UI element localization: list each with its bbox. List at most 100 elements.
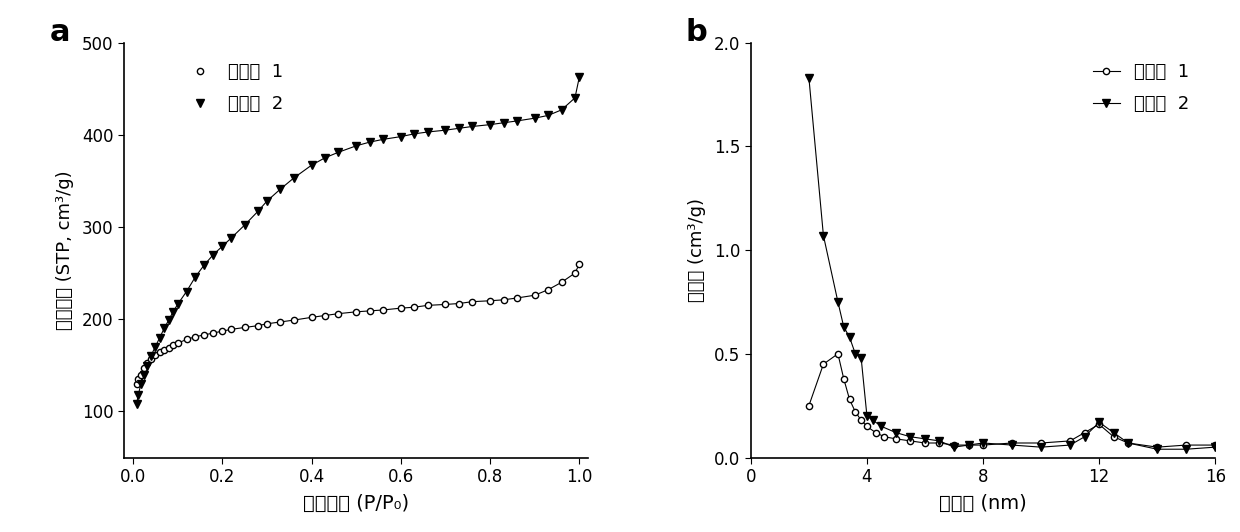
实施例  1 xyxy=(451,301,466,307)
Line: 实施例  1: 实施例 1 xyxy=(806,351,1219,450)
实施例  2 xyxy=(1091,419,1106,426)
Line: 实施例  2: 实施例 2 xyxy=(133,73,583,408)
实施例  2 xyxy=(836,323,851,330)
实施例  2 xyxy=(482,121,497,128)
X-axis label: 孔尺寸 (nm): 孔尺寸 (nm) xyxy=(939,494,1027,513)
实施例  2 xyxy=(801,74,816,81)
实施例  1 xyxy=(946,442,961,448)
实施例  1 xyxy=(215,328,229,335)
实施例  2 xyxy=(420,129,435,135)
实施例  2 xyxy=(1149,446,1164,452)
实施例  1 xyxy=(801,402,816,409)
Y-axis label: 吸附体积 (STP, cm³/g): 吸附体积 (STP, cm³/g) xyxy=(56,170,73,330)
实施例  1 xyxy=(842,396,857,403)
实施例  2 xyxy=(206,252,221,258)
实施例  2 xyxy=(161,317,176,323)
实施例  1 xyxy=(510,295,525,301)
实施例  2 xyxy=(1179,446,1194,452)
实施例  1 xyxy=(496,297,511,303)
实施例  2 xyxy=(148,344,162,350)
实施例  1 xyxy=(148,352,162,359)
实施例  1 xyxy=(889,436,904,442)
实施例  2 xyxy=(1078,434,1092,440)
实施例  1 xyxy=(859,423,874,430)
实施例  2 xyxy=(362,139,377,145)
实施例  1 xyxy=(868,429,883,436)
实施例  1 xyxy=(140,359,155,365)
实施例  1 xyxy=(1106,434,1121,440)
实施例  1 xyxy=(482,297,497,304)
实施例  2 xyxy=(134,380,149,387)
实施例  2 xyxy=(317,155,332,161)
实施例  1 xyxy=(961,442,976,448)
实施例  2 xyxy=(393,134,408,140)
实施例  1 xyxy=(903,438,918,444)
实施例  1 xyxy=(223,326,238,332)
实施例  1 xyxy=(976,442,991,448)
实施例  2 xyxy=(976,440,991,446)
实施例  2 xyxy=(223,235,238,241)
实施例  2 xyxy=(348,143,363,149)
实施例  1 xyxy=(527,292,542,298)
实施例  1 xyxy=(1091,421,1106,428)
实施例  1 xyxy=(1149,444,1164,450)
实施例  1 xyxy=(1121,440,1136,446)
实施例  1 xyxy=(918,440,932,446)
实施例  2 xyxy=(451,125,466,131)
实施例  1 xyxy=(836,376,851,382)
实施例  1 xyxy=(853,417,868,423)
实施例  2 xyxy=(874,423,889,430)
实施例  2 xyxy=(859,413,874,419)
实施例  1 xyxy=(1004,440,1019,446)
实施例  2 xyxy=(554,107,569,113)
实施例  2 xyxy=(376,136,391,143)
实施例  1 xyxy=(877,434,892,440)
实施例  1 xyxy=(1063,438,1078,444)
实施例  1 xyxy=(188,334,203,340)
Legend: 实施例  1, 实施例  2: 实施例 1, 实施例 2 xyxy=(1086,56,1197,121)
Text: a: a xyxy=(50,18,71,47)
Line: 实施例  1: 实施例 1 xyxy=(134,261,583,387)
实施例  2 xyxy=(866,417,880,423)
实施例  2 xyxy=(842,334,857,340)
实施例  1 xyxy=(134,371,149,378)
实施例  1 xyxy=(362,307,377,314)
实施例  1 xyxy=(1208,442,1223,448)
实施例  1 xyxy=(848,409,863,415)
实施例  1 xyxy=(438,301,453,307)
实施例  2 xyxy=(179,288,193,295)
实施例  2 xyxy=(286,175,301,181)
实施例  2 xyxy=(568,95,583,101)
实施例  2 xyxy=(932,438,947,444)
Line: 实施例  2: 实施例 2 xyxy=(805,74,1219,453)
实施例  1 xyxy=(273,319,288,325)
实施例  2 xyxy=(1121,440,1136,446)
实施例  2 xyxy=(1208,444,1223,450)
实施例  2 xyxy=(1063,442,1078,448)
实施例  2 xyxy=(407,131,422,137)
实施例  2 xyxy=(140,363,155,369)
实施例  2 xyxy=(438,127,453,134)
实施例  1 xyxy=(831,351,846,357)
实施例  2 xyxy=(946,444,961,450)
实施例  2 xyxy=(170,301,185,307)
实施例  1 xyxy=(541,287,556,293)
实施例  2 xyxy=(1106,429,1121,436)
实施例  1 xyxy=(259,321,274,327)
实施例  1 xyxy=(136,365,151,371)
实施例  2 xyxy=(156,325,171,331)
X-axis label: 相对压力 (P/P₀): 相对压力 (P/P₀) xyxy=(303,494,409,513)
实施例  1 xyxy=(393,305,408,311)
实施例  1 xyxy=(376,307,391,313)
实施例  1 xyxy=(932,440,947,446)
实施例  2 xyxy=(853,355,868,361)
实施例  1 xyxy=(348,309,363,315)
实施例  1 xyxy=(131,376,146,383)
实施例  1 xyxy=(161,345,176,351)
实施例  2 xyxy=(465,123,480,130)
Y-axis label: 孔容量 (cm³/g): 孔容量 (cm³/g) xyxy=(688,198,706,302)
实施例  1 xyxy=(156,346,171,353)
实施例  1 xyxy=(153,349,167,355)
实施例  1 xyxy=(237,325,252,331)
实施例  1 xyxy=(197,331,212,338)
